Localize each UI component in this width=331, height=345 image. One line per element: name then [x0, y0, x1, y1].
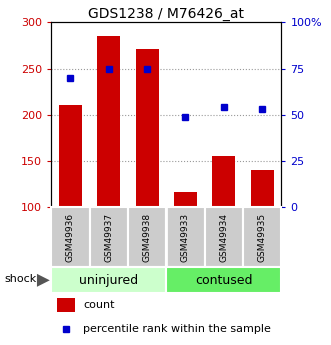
Bar — [59, 106, 82, 207]
Text: GSM49936: GSM49936 — [66, 213, 75, 262]
Bar — [57, 298, 75, 312]
Bar — [51, 267, 166, 293]
Bar — [97, 36, 120, 207]
Text: percentile rank within the sample: percentile rank within the sample — [83, 325, 271, 334]
Bar — [212, 156, 235, 207]
Text: contused: contused — [195, 274, 253, 287]
Text: GSM49934: GSM49934 — [219, 213, 228, 262]
Text: GSM49938: GSM49938 — [143, 213, 152, 262]
Text: GSM49933: GSM49933 — [181, 213, 190, 262]
Bar — [205, 207, 243, 267]
Text: GSM49937: GSM49937 — [104, 213, 113, 262]
Text: uninjured: uninjured — [79, 274, 138, 287]
Text: count: count — [83, 300, 115, 310]
Bar — [166, 207, 205, 267]
Bar — [166, 267, 281, 293]
Bar — [251, 170, 274, 207]
Bar — [90, 207, 128, 267]
Title: GDS1238 / M76426_at: GDS1238 / M76426_at — [88, 7, 244, 21]
Polygon shape — [37, 274, 50, 287]
Bar — [174, 192, 197, 207]
Bar — [243, 207, 281, 267]
Bar — [136, 49, 159, 207]
Bar — [128, 207, 166, 267]
Text: GSM49935: GSM49935 — [258, 213, 267, 262]
Text: shock: shock — [4, 274, 36, 284]
Bar — [51, 207, 90, 267]
